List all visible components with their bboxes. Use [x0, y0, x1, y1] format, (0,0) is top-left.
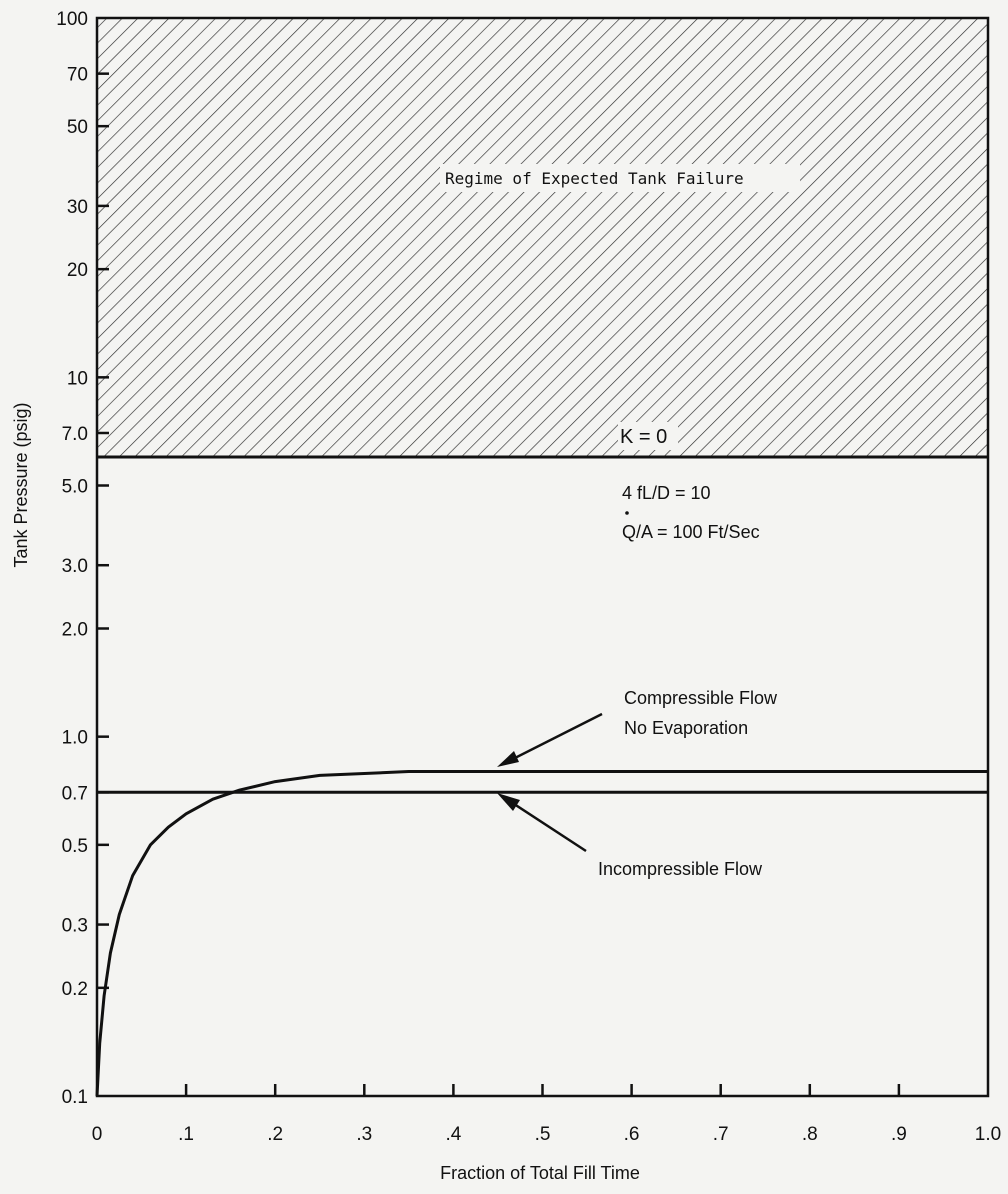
x-tick-label-p1: .1: [178, 1124, 194, 1145]
y-tick-label-0p5: 0.5: [62, 836, 88, 857]
incompressible-arrow: [497, 793, 587, 853]
x-tick-label-p7: .7: [713, 1124, 729, 1145]
x-tick-label-p5: .5: [535, 1124, 551, 1145]
x-tick-label-p4: .4: [445, 1124, 461, 1145]
compressible-label-line1: Compressible Flow: [624, 688, 778, 708]
y-axis-title: Tank Pressure (psig): [11, 402, 31, 567]
y-axis-ticks: 0.1 0.2 0.3 0.5 0.7 1.0 2.0 3.0 5.0 7.0 10 20 30 50 70…: [56, 9, 109, 1108]
incompressible-label: Incompressible Flow: [598, 859, 763, 879]
y-tick-label-70: 70: [67, 65, 88, 86]
series-line-compressible-flow: [95, 770, 988, 1097]
x-axis-title: Fraction of Total Fill Time: [440, 1163, 640, 1183]
k-label-background: [618, 422, 678, 450]
x-tick-label-1p0: 1.0: [975, 1124, 1001, 1145]
y-tick-label-3p0: 3.0: [62, 556, 88, 577]
y-tick-label-7p0: 7.0: [62, 424, 88, 445]
x-tick-label-p6: .6: [624, 1124, 640, 1145]
k-label: K = 0: [620, 426, 667, 448]
x-tick-label-p8: .8: [802, 1124, 818, 1145]
x-tick-label-p9: .9: [891, 1124, 907, 1145]
x-tick-label-0: 0: [92, 1124, 103, 1145]
y-tick-label-50: 50: [67, 117, 88, 138]
y-tick-label-30: 30: [67, 197, 88, 218]
parameter-qa: Q/A = 100 Ft/Sec: [622, 522, 760, 542]
compressible-arrow: [497, 712, 603, 767]
y-tick-label-0p7: 0.7: [62, 783, 88, 804]
x-axis-ticks: 0 .1 .2 .3 .4 .5 .6 .7 .8 .9 1.0: [92, 1084, 1001, 1145]
y-tick-label-0p2: 0.2: [62, 979, 88, 1000]
y-tick-label-0p3: 0.3: [62, 916, 88, 937]
y-tick-label-5p0: 5.0: [62, 477, 88, 498]
y-tick-label-2p0: 2.0: [62, 619, 88, 640]
y-tick-label-100: 100: [56, 9, 88, 30]
series-layer: [95, 770, 988, 1097]
y-tick-label-1p0: 1.0: [62, 728, 88, 749]
compressible-label-line2: No Evaporation: [624, 718, 748, 738]
y-tick-label-20: 20: [67, 260, 88, 281]
failure-region-label: Regime of Expected Tank Failure: [445, 169, 744, 188]
failure-region: [97, 18, 988, 458]
y-tick-label-0p1: 0.1: [62, 1087, 88, 1108]
y-tick-label-10: 10: [67, 368, 88, 389]
q-dot-mark: [625, 511, 629, 515]
failure-label-background: [440, 164, 800, 192]
parameter-fld: 4 fL/D = 10: [622, 483, 711, 503]
x-tick-label-p3: .3: [356, 1124, 372, 1145]
x-tick-label-p2: .2: [267, 1124, 283, 1145]
